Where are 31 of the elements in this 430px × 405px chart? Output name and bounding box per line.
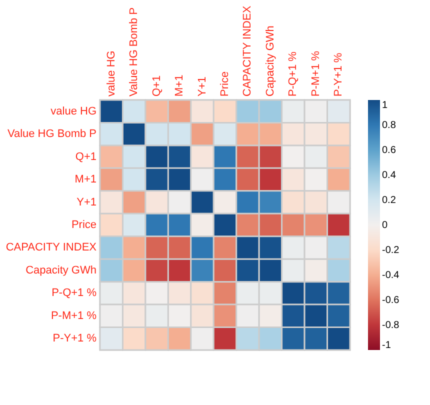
y-tick-label: P-Y+1 % bbox=[52, 332, 97, 345]
x-tick-label: P-Q+1 % bbox=[287, 51, 300, 96]
color-bar-label: -0.6 bbox=[382, 295, 400, 306]
y-tick-label: P-Q+1 % bbox=[52, 287, 97, 300]
y-tick-label: M+1 bbox=[74, 174, 96, 186]
color-bar-label: 0.6 bbox=[382, 145, 396, 156]
x-tick-label: M+1 bbox=[174, 74, 186, 96]
color-bar-label: 0.8 bbox=[382, 120, 396, 131]
y-tick-label: Y+1 bbox=[76, 196, 96, 208]
color-bar-label: -0.2 bbox=[382, 245, 400, 256]
y-tick-label: Capacity GWh bbox=[26, 264, 96, 276]
x-tick-label: Q+1 bbox=[150, 75, 163, 96]
x-tick-label: Price bbox=[219, 71, 231, 96]
color-bar-label: 0 bbox=[382, 220, 388, 231]
color-bar-label: -0.4 bbox=[382, 270, 400, 281]
y-tick-label: CAPACITY INDEX bbox=[6, 242, 98, 254]
x-tick-label: P-M+1 % bbox=[310, 50, 322, 96]
color-bar-label: -0.8 bbox=[382, 320, 400, 331]
color-bar-label: -1 bbox=[382, 340, 392, 351]
y-tick-label: Value HG Bomb P bbox=[7, 128, 96, 140]
color-bar-label: 0.4 bbox=[382, 170, 396, 181]
x-tick-label: CAPACITY INDEX bbox=[242, 5, 254, 96]
x-tick-label: Capacity GWh bbox=[264, 26, 276, 96]
y-tick-label: value HG bbox=[50, 105, 96, 118]
x-tick-label: P-Y+1 % bbox=[332, 52, 345, 96]
color-bar-label: 0.2 bbox=[382, 195, 396, 206]
y-tick-label: Q+1 bbox=[75, 150, 96, 163]
y-tick-label: Price bbox=[71, 219, 96, 231]
x-tick-label: Y+1 bbox=[196, 76, 208, 96]
y-tick-label: P-M+1 % bbox=[50, 310, 97, 322]
color-bar-label: 1 bbox=[382, 100, 388, 111]
